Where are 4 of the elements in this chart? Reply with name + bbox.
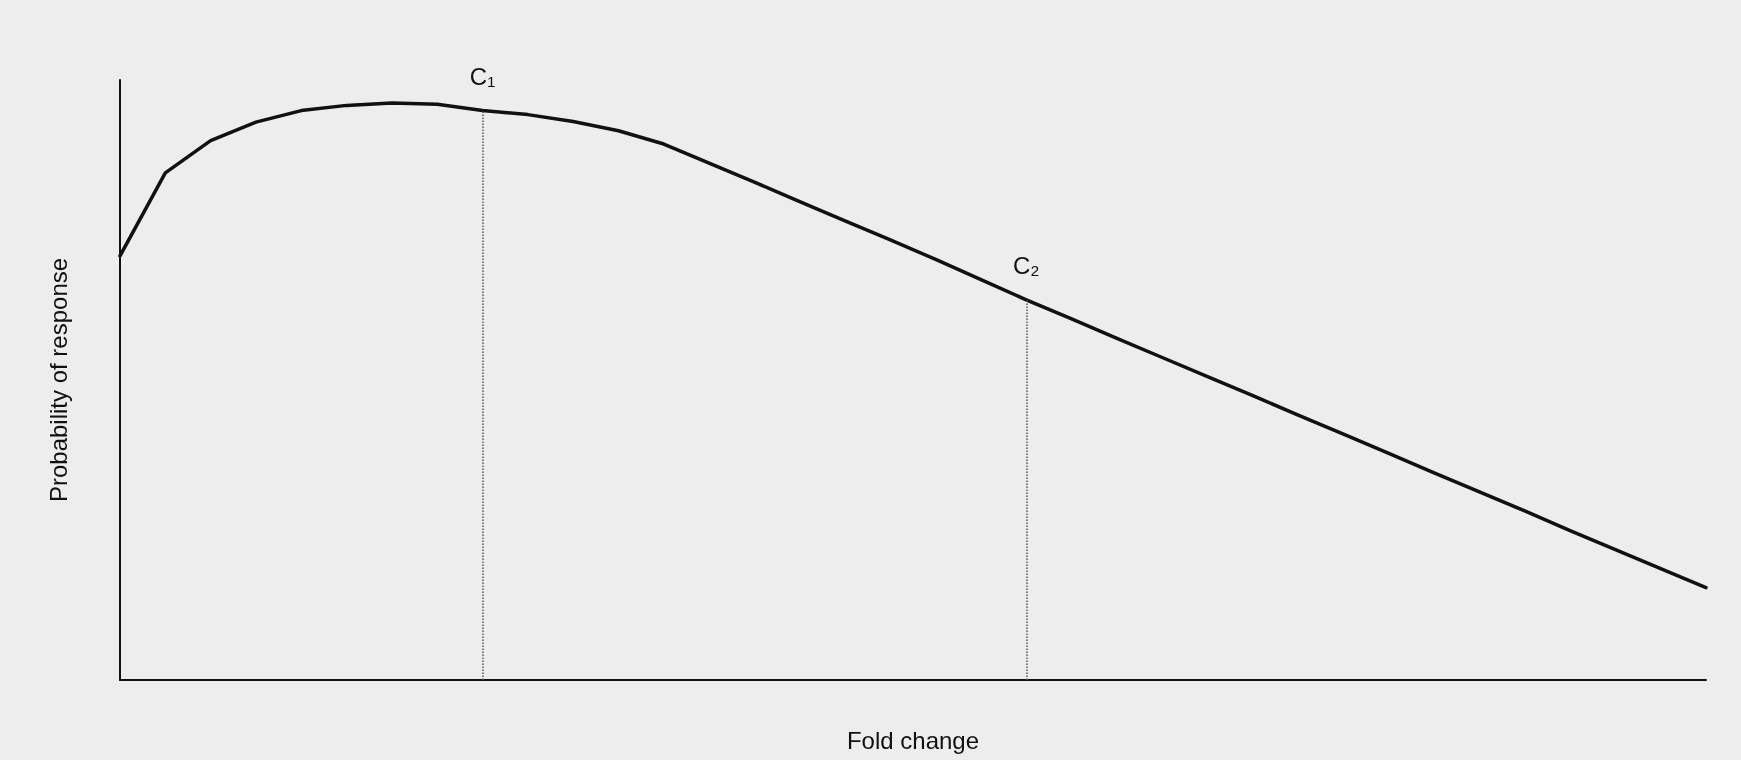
- x-axis-title: Fold change: [846, 726, 980, 754]
- annotation: C₂: [1012, 252, 1040, 280]
- text: C₁: [469, 63, 496, 91]
- y-axis-title: Probability of response: [44, 257, 72, 503]
